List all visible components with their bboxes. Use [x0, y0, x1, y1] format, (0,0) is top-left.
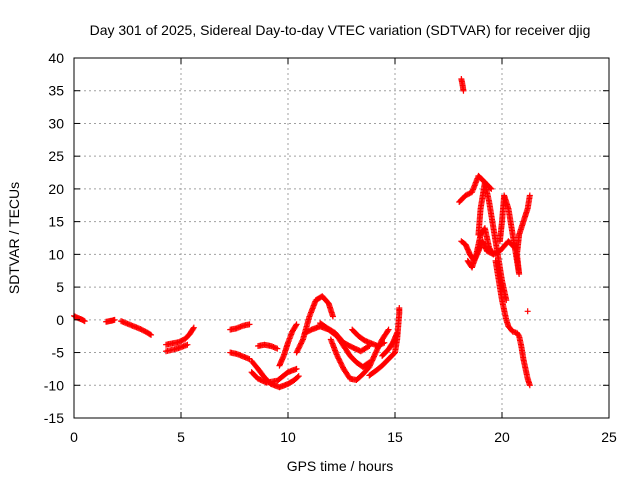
data-point [298, 340, 305, 347]
data-point [329, 313, 336, 320]
data-point [335, 355, 342, 362]
data-point [294, 374, 301, 381]
data-point [111, 316, 118, 323]
data-point [296, 344, 303, 351]
y-tick-label: 35 [48, 83, 64, 99]
data-point [148, 331, 155, 338]
data-point [296, 343, 303, 349]
y-tick-label: 40 [48, 50, 64, 66]
data-point [295, 345, 302, 352]
x-tick-label: 5 [177, 429, 185, 445]
x-tick-label: 15 [387, 429, 403, 445]
data-point [294, 348, 301, 355]
data-point [460, 87, 467, 94]
data-point [396, 305, 403, 312]
data-point [190, 325, 197, 332]
data-point [81, 318, 88, 325]
y-tick-label: -10 [44, 377, 64, 393]
data-point [184, 341, 191, 348]
data-point [394, 329, 401, 336]
data-points [71, 75, 533, 391]
x-tick-label: 25 [601, 429, 617, 445]
y-tick-label: 20 [48, 181, 64, 197]
y-tick-label: 25 [48, 148, 64, 164]
y-tick-label: -15 [44, 410, 64, 426]
data-point [526, 382, 533, 389]
x-tick-label: 10 [280, 429, 296, 445]
data-point [381, 339, 388, 346]
y-tick-label: 10 [48, 246, 64, 262]
data-point [337, 359, 344, 366]
plot-border [73, 57, 610, 419]
y-axis-label: SDTVAR / TECUs [6, 182, 22, 294]
y-tick-label: 0 [56, 312, 64, 328]
data-point [80, 317, 87, 324]
data-point [334, 352, 341, 359]
data-point [294, 346, 301, 353]
data-point [293, 321, 300, 328]
y-tick-label: 15 [48, 214, 64, 230]
data-point [338, 360, 345, 367]
x-tick-label: 0 [70, 429, 78, 445]
x-axis-label: GPS time / hours [287, 458, 394, 474]
data-point [384, 327, 391, 334]
data-point [372, 349, 379, 356]
chart-title: Day 301 of 2025, Sidereal Day-to-day VTE… [90, 22, 591, 38]
data-point [297, 341, 304, 348]
data-point [293, 365, 300, 372]
data-point [190, 324, 197, 331]
data-point [292, 322, 299, 329]
y-tick-label: 5 [56, 279, 64, 295]
data-point [336, 356, 343, 363]
data-point [339, 363, 346, 370]
x-tick-label: 20 [494, 429, 510, 445]
data-point [295, 373, 302, 380]
data-point [338, 361, 345, 368]
data-point [524, 308, 531, 315]
data-point [334, 354, 341, 361]
data-point [336, 358, 343, 365]
y-tick-label: -5 [52, 345, 65, 361]
data-point [385, 326, 392, 333]
data-point [298, 339, 305, 346]
data-point [526, 192, 533, 199]
data-point [246, 321, 253, 328]
y-tick-label: 30 [48, 115, 64, 131]
data-point [293, 349, 300, 356]
data-point [373, 348, 380, 355]
axis-ticks: 0 5 10 15 20 25 -15 -10 -5 0 5 10 15 20 25 30 35 40 [44, 50, 617, 445]
data-point [146, 331, 153, 338]
data-point [380, 340, 387, 347]
data-point [299, 337, 306, 344]
data-point [274, 345, 281, 352]
